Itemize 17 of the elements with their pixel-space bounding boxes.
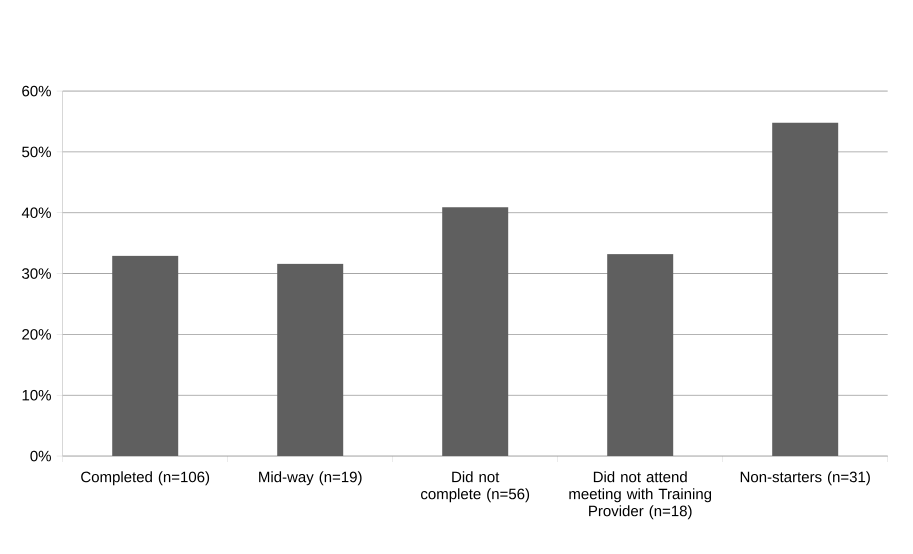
- y-tick-label: 20%: [22, 329, 51, 340]
- x-tick-label: Did not attend meeting with Training Provider (n=18): [569, 471, 712, 520]
- x-tick-label: Did not complete (n=56): [421, 471, 530, 502]
- x-tick-label: Mid-way (n=19): [259, 471, 362, 486]
- y-tick-label: 60%: [22, 86, 51, 96]
- y-tick-label: 0%: [30, 450, 51, 462]
- y-tick-label: 40%: [22, 207, 51, 218]
- x-tick-label: Non-starters (n=31): [740, 471, 870, 486]
- bar: [277, 264, 344, 456]
- bar: [112, 256, 178, 456]
- bar: [607, 254, 674, 456]
- x-tick-label: Completed (n=106): [81, 471, 210, 486]
- y-tick-label: 50%: [22, 146, 51, 158]
- y-tick-label: 10%: [22, 390, 51, 401]
- y-tick-label: 30%: [22, 268, 51, 279]
- bar: [442, 207, 508, 456]
- bar: [772, 122, 838, 456]
